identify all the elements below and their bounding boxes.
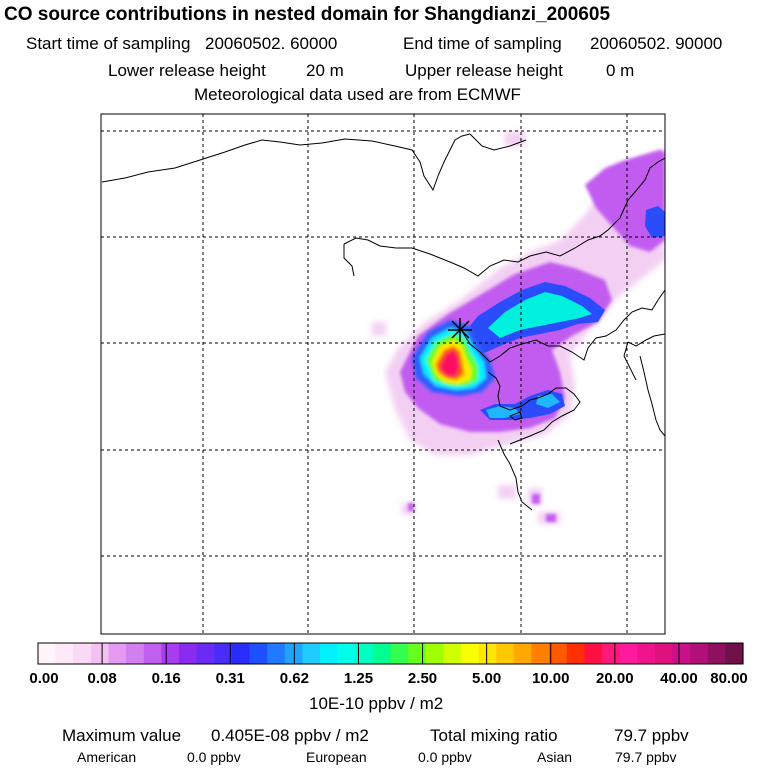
receptor-site-marker: [448, 318, 472, 342]
colorbar-cell: [478, 643, 497, 664]
province-border: [469, 133, 527, 151]
upper-height-value: 0 m: [606, 61, 635, 80]
end-time-label: End time of sampling: [403, 34, 562, 53]
colorbar-cell: [73, 643, 92, 664]
colorbar-cell: [549, 643, 568, 664]
colorbar-cell: [355, 643, 374, 664]
colorbar-cell: [672, 643, 691, 664]
province-border: [343, 244, 355, 277]
american-label: American: [77, 749, 137, 765]
map-frame: [100, 113, 666, 635]
colorbar-cell: [584, 643, 603, 664]
colorbar-frame: [37, 642, 744, 665]
colorbar-cell: [214, 643, 233, 664]
colorbar-tick-label: 2.50: [407, 670, 438, 687]
colorbar-cell: [126, 643, 145, 664]
colorbar-cell: [231, 643, 251, 664]
colorbar-tick-label: 10.00: [531, 670, 570, 687]
total-mixing-value: 79.7 ppbv: [614, 726, 689, 745]
province-border: [343, 157, 665, 277]
colorbar-tick-label: 0.08: [87, 670, 117, 687]
colorbar-cell: [707, 643, 726, 664]
colorbar-cell: [108, 643, 127, 664]
colorbar-cell: [566, 643, 585, 664]
colorbar-cell: [179, 643, 198, 664]
colorbar-cell: [302, 643, 321, 664]
colorbar-cell: [55, 643, 74, 664]
american-value: 0.0 ppbv: [187, 749, 241, 765]
start-time-value: 20060502. 60000: [205, 34, 338, 53]
concentration-field: [372, 132, 665, 524]
lower-height-value: 20 m: [306, 61, 344, 80]
korea-border: [627, 333, 665, 347]
lat-lon-grid: [101, 114, 665, 634]
european-label: European: [306, 749, 367, 765]
colorbar-cell: [372, 643, 392, 664]
coastlines-borders: [101, 133, 665, 511]
colorbar-tick-label: 20.00: [596, 670, 634, 687]
start-time-label: Start time of sampling: [26, 34, 191, 53]
colorbar-cell: [161, 643, 180, 664]
colorbar-cells: [38, 643, 744, 664]
asian-value: 79.7 ppbv: [615, 749, 677, 765]
max-value-label: Maximum value: [62, 726, 182, 745]
colorbar-tick-label: 80.00: [710, 670, 748, 687]
korea-coast: [639, 355, 665, 437]
figure-title: CO source contributions in nested domain…: [4, 4, 611, 25]
korea-coast: [623, 341, 637, 381]
colorbar-tick-label: 0.16: [151, 670, 181, 687]
colorbar: [37, 642, 744, 665]
colorbar-cell: [320, 643, 339, 664]
coastline: [497, 439, 533, 511]
colorbar-tick-label: 40.00: [660, 670, 698, 687]
colorbar-cell: [267, 643, 286, 664]
colorbar-cell: [513, 643, 533, 664]
met-data-note: Meteorological data used are from ECMWF: [194, 85, 521, 104]
colorbar-dividers: [101, 643, 680, 664]
colorbar-cell: [38, 643, 57, 664]
european-value: 0.0 ppbv: [418, 749, 472, 765]
colorbar-cell: [337, 643, 356, 664]
coastline: [509, 411, 523, 421]
coastline: [487, 371, 581, 445]
colorbar-cell: [90, 643, 110, 664]
colorbar-tick-label: 0.62: [279, 670, 309, 687]
colorbar-tick-label: 0.31: [215, 670, 245, 687]
colorbar-cell: [143, 643, 162, 664]
colorbar-cell: [637, 643, 656, 664]
colorbar-cell: [496, 643, 515, 664]
source-contribution-map: [100, 113, 666, 635]
colorbar-cell: [425, 643, 444, 664]
colorbar-cell: [196, 643, 215, 664]
end-time-value: 20060502. 90000: [590, 34, 723, 53]
colorbar-cell: [408, 643, 427, 664]
national-border: [101, 133, 471, 192]
lower-height-label: Lower release height: [108, 61, 266, 80]
colorbar-cell: [602, 643, 621, 664]
colorbar-cell: [443, 643, 462, 664]
max-value: 0.405E-08 ppbv / m2: [211, 726, 369, 745]
colorbar-tick-label: 5.00: [472, 670, 502, 687]
colorbar-cell: [654, 643, 674, 664]
asian-label: Asian: [537, 749, 573, 765]
colorbar-tick-label: 0.00: [29, 670, 59, 687]
colorbar-cell: [249, 643, 268, 664]
colorbar-cell: [619, 643, 638, 664]
colorbar-cell: [461, 643, 480, 664]
colorbar-tick-label: 1.25: [343, 670, 374, 687]
total-mixing-label: Total mixing ratio: [430, 726, 558, 745]
colorbar-cell: [531, 643, 550, 664]
colorbar-unit: 10E-10 ppbv / m2: [309, 694, 444, 713]
colorbar-cell: [725, 643, 744, 664]
coastline: [459, 289, 665, 363]
colorbar-cell: [690, 643, 709, 664]
upper-height-label: Upper release height: [405, 61, 563, 80]
colorbar-cell: [390, 643, 409, 664]
